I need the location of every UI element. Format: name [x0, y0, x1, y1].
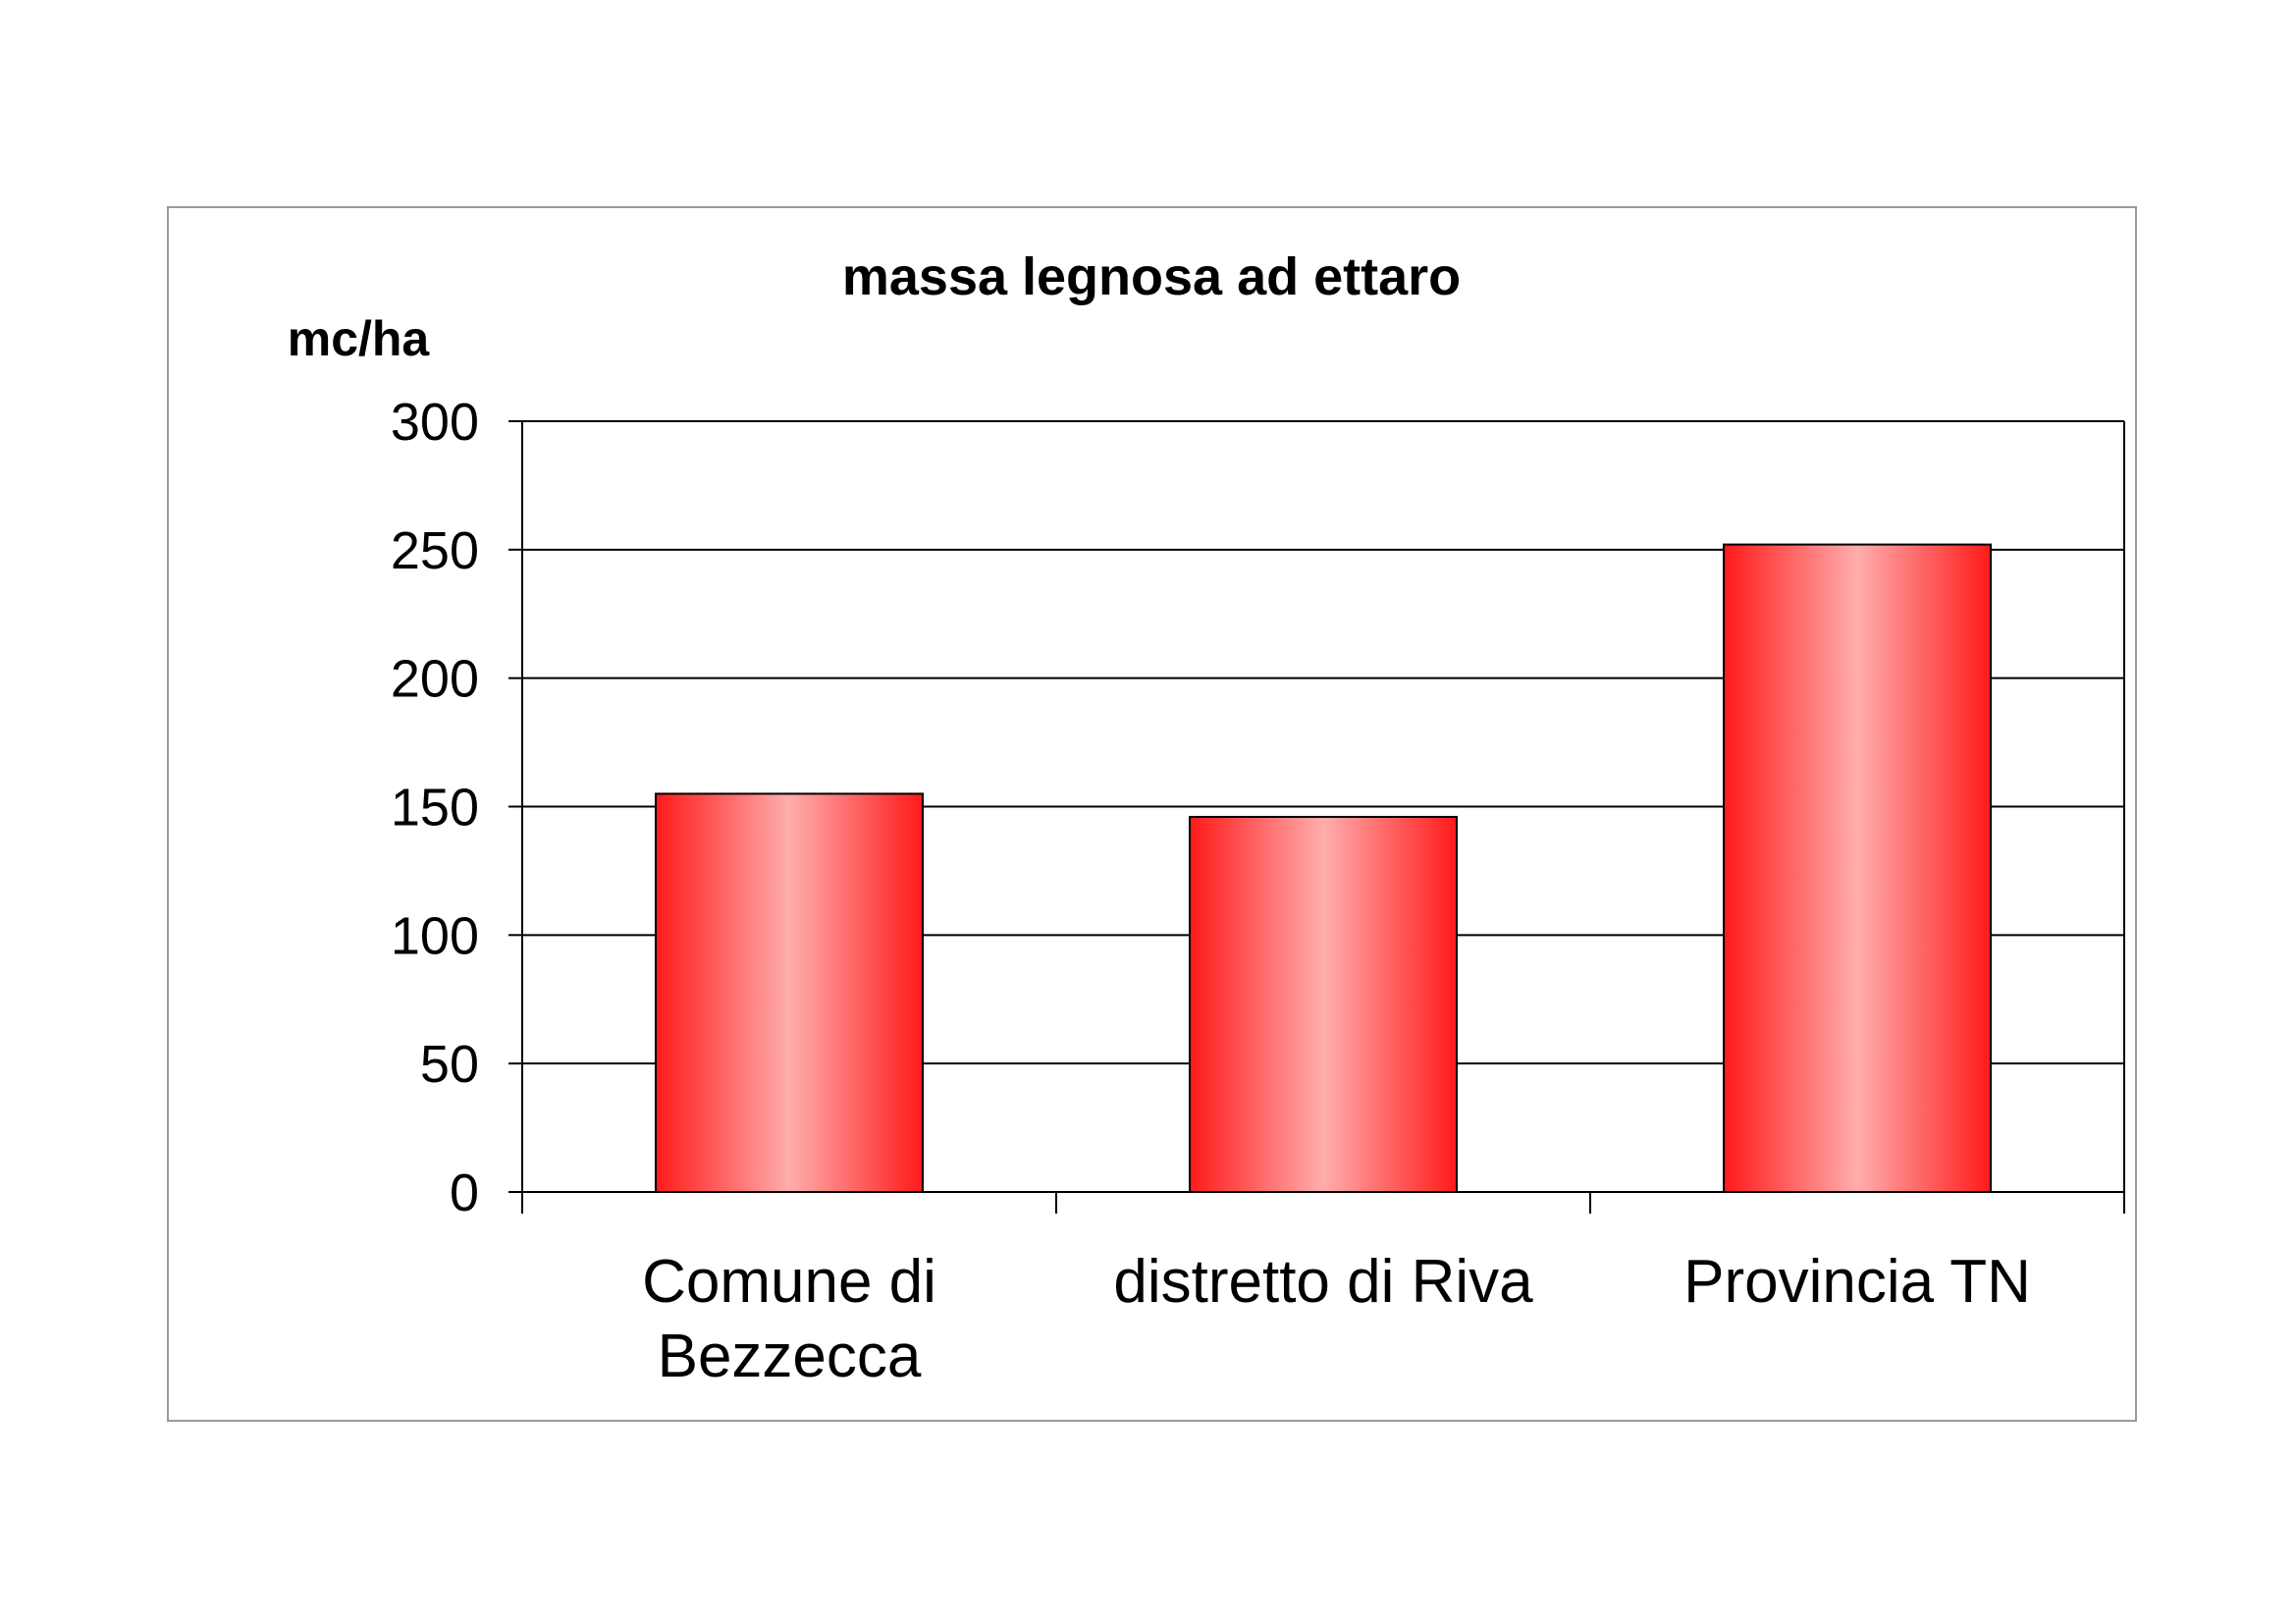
y-tick-label: 0: [450, 1164, 479, 1222]
bar: [1723, 543, 1992, 1193]
x-category-label: Provincia TN: [1683, 1248, 2031, 1316]
y-tick-label: 300: [391, 393, 479, 452]
x-category-label: Bezzecca: [658, 1323, 922, 1390]
axes: [508, 420, 2125, 1214]
x-category-label: Comune di: [642, 1248, 936, 1316]
x-category-label: distretto di Riva: [1113, 1248, 1533, 1316]
chart-title: massa legnosa ad ettaro: [842, 247, 1461, 306]
y-tick-label: 250: [391, 521, 479, 580]
bars: [655, 543, 1992, 1194]
bar: [1189, 815, 1458, 1193]
bar: [655, 792, 924, 1194]
y-tick-label: 200: [391, 650, 479, 709]
tick-labels: 0 50 100 150 200 250 300 Comune di Bezzecca distr…: [391, 393, 2031, 1390]
y-tick-label: 150: [391, 779, 479, 838]
y-tick-label: 100: [391, 906, 479, 965]
y-tick-label: 50: [420, 1035, 479, 1094]
y-axis-label: mc/ha: [288, 311, 431, 366]
